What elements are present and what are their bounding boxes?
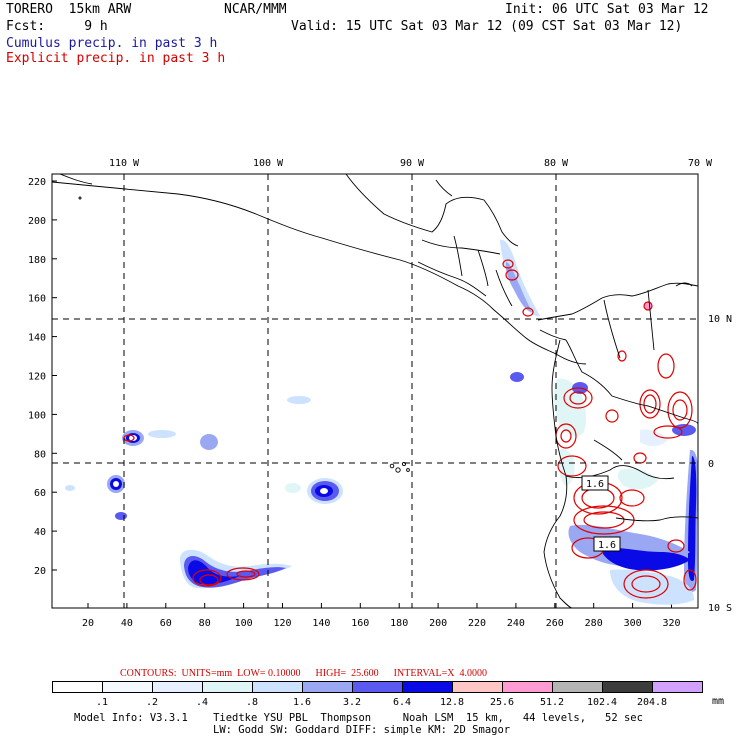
y-tick-40: 40 <box>34 527 46 538</box>
lon-label-90w: 90 W <box>400 158 425 169</box>
x-tick-240: 240 <box>507 618 525 629</box>
x-tick-160: 160 <box>351 618 369 629</box>
color-bar-cell <box>552 681 603 693</box>
x-tick-40: 40 <box>121 618 133 629</box>
color-bar-cell <box>352 681 403 693</box>
x-tick-300: 300 <box>624 618 642 629</box>
init-time: Init: 06 UTC Sat 03 Mar 12 <box>505 2 709 17</box>
x-tick-100: 100 <box>235 618 253 629</box>
color-bar-cell <box>52 681 103 693</box>
contour-value-boxes: 1.6 1.6 <box>581 475 621 552</box>
color-bar-label: 102.4 <box>586 697 618 708</box>
color-bar-label: 3.2 <box>342 697 362 708</box>
explicit-legend-label: Explicit precip. in past 3 h <box>6 51 226 66</box>
lat-label-0: 0 <box>708 459 714 470</box>
x-tick-260: 260 <box>546 618 564 629</box>
valid-time: Valid: 15 UTC Sat 03 Mar 12 (09 CST Sat … <box>291 19 683 34</box>
x-tick-180: 180 <box>390 618 408 629</box>
color-bar-cell <box>502 681 553 693</box>
x-tick-60: 60 <box>160 618 172 629</box>
contour-info: CONTOURS: UNITS=mm LOW= 0.10000 HIGH= 25… <box>120 668 487 679</box>
color-bar-label: 204.8 <box>636 697 668 708</box>
color-bar-label: 12.8 <box>439 697 465 708</box>
cumulus-legend-label: Cumulus precip. in past 3 h <box>6 36 218 51</box>
model-title: TORERO 15km ARW <box>6 2 132 17</box>
box-label-1: 1.6 <box>586 479 604 490</box>
color-bar-cell <box>652 681 703 693</box>
color-bar-cell <box>602 681 653 693</box>
y-tick-180: 180 <box>28 255 46 266</box>
coastlines <box>52 174 698 608</box>
x-axis-ticks: 20 40 60 80 100 120 140 160 180 200 220 240 260 280 30… <box>82 603 681 629</box>
x-tick-200: 200 <box>429 618 447 629</box>
y-tick-60: 60 <box>34 488 46 499</box>
x-tick-220: 220 <box>468 618 486 629</box>
box-label-2: 1.6 <box>598 540 616 551</box>
color-bar-cell <box>202 681 253 693</box>
y-tick-220: 220 <box>28 177 46 188</box>
model-info-line1: Model Info: V3.3.1 Tiedtke YSU PBL Thomp… <box>74 712 643 724</box>
color-bar-label: 1.6 <box>292 697 312 708</box>
color-bar-label: 51.2 <box>539 697 565 708</box>
lat-label-10s: 10 S <box>708 603 732 614</box>
x-tick-280: 280 <box>585 618 603 629</box>
color-bar-cell <box>252 681 303 693</box>
y-axis-ticks: 220 200 180 160 140 120 100 80 60 40 20 <box>28 177 57 577</box>
forecast-hour: Fcst: 9 h <box>6 19 108 34</box>
lon-label-80w: 80 W <box>544 158 569 169</box>
y-tick-80: 80 <box>34 449 46 460</box>
y-tick-20: 20 <box>34 566 46 577</box>
lon-label-70w: 70 W <box>688 158 713 169</box>
color-bar-unit: mm <box>712 696 725 707</box>
color-bar-cell <box>102 681 153 693</box>
color-bar-label: .2 <box>145 697 159 708</box>
color-bar-cell <box>402 681 453 693</box>
x-tick-320: 320 <box>662 618 680 629</box>
color-bar-cell <box>452 681 503 693</box>
color-bar-label: .1 <box>95 697 109 708</box>
x-tick-80: 80 <box>199 618 211 629</box>
x-tick-140: 140 <box>312 618 330 629</box>
y-tick-140: 140 <box>28 333 46 344</box>
color-bar-label: 25.6 <box>489 697 515 708</box>
x-tick-120: 120 <box>273 618 291 629</box>
map-frame <box>51 173 699 609</box>
y-tick-100: 100 <box>28 410 46 421</box>
y-tick-200: 200 <box>28 216 46 227</box>
lat-lon-grid <box>52 174 698 608</box>
model-info-line2: LW: Godd SW: Goddard DIFF: simple KM: 2D… <box>213 724 511 736</box>
x-tick-20: 20 <box>82 618 94 629</box>
y-tick-160: 160 <box>28 294 46 305</box>
explicit-precip-contours <box>123 259 697 599</box>
org-label: NCAR/MMM <box>224 2 287 17</box>
y-tick-120: 120 <box>28 372 46 383</box>
color-bar-cell <box>152 681 203 693</box>
lon-label-110w: 110 W <box>109 158 140 169</box>
color-bar-label: .8 <box>245 697 259 708</box>
color-bar-label: 6.4 <box>392 697 412 708</box>
color-bar-label: .4 <box>195 697 209 708</box>
color-bar-cell <box>302 681 353 693</box>
lon-label-100w: 100 W <box>253 158 284 169</box>
lat-label-10n: 10 N <box>708 314 732 325</box>
